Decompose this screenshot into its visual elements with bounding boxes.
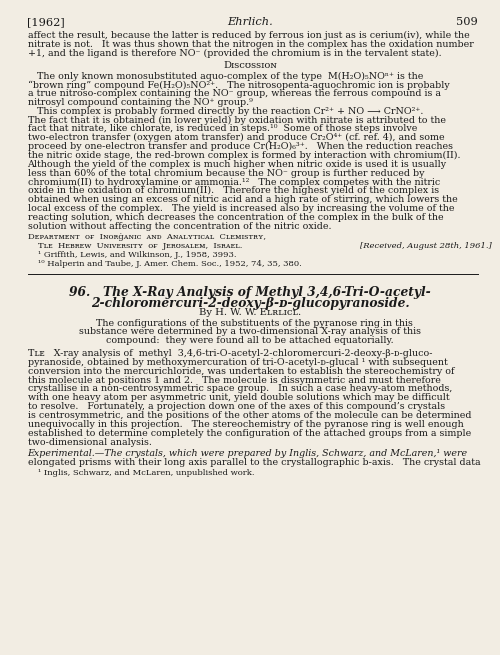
Text: two-dimensional analysis.: two-dimensional analysis. [28,438,152,447]
Text: Dɪscʊssɪoɴ: Dɪscʊssɪoɴ [223,61,277,70]
Text: fact that nitrate, like chlorate, is reduced in steps.¹⁰  Some of those steps in: fact that nitrate, like chlorate, is red… [28,124,417,134]
Text: a true nitroso-complex containing the NO⁻ group, whereas the ferrous compound is: a true nitroso-complex containing the NO… [28,89,440,98]
Text: oxide in the oxidation of chromium(II).   Therefore the highest yield of the com: oxide in the oxidation of chromium(II). … [28,186,438,195]
Text: local excess of the complex.   The yield is increased also by increasing the vol: local excess of the complex. The yield i… [28,204,454,213]
Text: two-electron transfer (oxygen atom transfer) and produce Cr₂O⁴⁺ (cf. ref. 4), an: two-electron transfer (oxygen atom trans… [28,133,444,142]
Text: is centrosymmetric, and the positions of the other atoms of the molecule can be : is centrosymmetric, and the positions of… [28,411,471,420]
Text: The configurations of the substituents of the pyranose ring in this: The configurations of the substituents o… [87,318,413,328]
Text: The fact that it is obtained (in lower yield) by oxidation with nitrate is attri: The fact that it is obtained (in lower y… [28,115,446,124]
Text: +1, and the ligand is therefore NO⁻ (provided the chromium is in the tervalent s: +1, and the ligand is therefore NO⁻ (pro… [28,48,441,58]
Text: the nitric oxide stage, the red-brown complex is formed by interaction with chro: the nitric oxide stage, the red-brown co… [28,151,460,160]
Text: substance were determined by a two-dimensional X-ray analysis of this: substance were determined by a two-dimen… [79,328,421,337]
Text: crystallise in a non-centrosymmetric space group.   In such a case heavy-atom me: crystallise in a non-centrosymmetric spa… [28,384,452,394]
Text: Experimental.—The crystals, which were prepared by Inglis, Schwarz, and McLaren,: Experimental.—The crystals, which were p… [28,449,468,458]
Text: elongated prisms with their long axis parallel to the crystallographic b-axis.  : elongated prisms with their long axis pa… [28,458,480,467]
Text: nitrate is not.   It was thus shown that the nitrogen in the complex has the oxi: nitrate is not. It was thus shown that t… [28,40,473,48]
Text: [Received, August 28th, 1961.]: [Received, August 28th, 1961.] [360,242,492,250]
Text: 96.   The X-Ray Analysis of Methyl 3,4,6-Tri-O-acetyl-: 96. The X-Ray Analysis of Methyl 3,4,6-T… [69,286,431,299]
Text: 509: 509 [456,17,477,28]
Text: 2-chloromercuri-2-deoxy-β-ᴅ-glucopyranoside.: 2-chloromercuri-2-deoxy-β-ᴅ-glucopyranos… [90,297,409,310]
Text: ¹⁰ Halperin and Taube, J. Amer. Chem. Soc., 1952, 74, 35, 380.: ¹⁰ Halperin and Taube, J. Amer. Chem. So… [38,259,301,268]
Text: By H. W. W. Eʟʀʟɪcʟ.: By H. W. W. Eʟʀʟɪcʟ. [199,308,301,317]
Text: conversion into the mercurichloride, was undertaken to establish the stereochemi: conversion into the mercurichloride, was… [28,367,454,376]
Text: “brown ring” compound Fe(H₂O)₅NO²⁺.   The nitrosopenta-aquochromic ion is probab: “brown ring” compound Fe(H₂O)₅NO²⁺. The … [28,80,449,90]
Text: [1962]: [1962] [28,17,65,28]
Text: Tʟᴇ   X-ray analysis of  methyl  3,4,6-tri-O-acetyl-2-chloromercuri-2-deoxy-β-ᴅ-: Tʟᴇ X-ray analysis of methyl 3,4,6-tri-O… [28,349,432,358]
Text: with one heavy atom per asymmetric unit, yield double solutions which may be dif: with one heavy atom per asymmetric unit,… [28,393,449,402]
Text: Dᴇᴘᴀʀᴛᴍᴇɴᴛ  ᴏғ  Iɴᴏʀġᴀɴɪc  ᴀɴᴅ  Aɴᴀʟʏᴛɪcᴀʟ  Cʟᴇᴍɪsᴛʀʏ,: Dᴇᴘᴀʀᴛᴍᴇɴᴛ ᴏғ Iɴᴏʀġᴀɴɪc ᴀɴᴅ Aɴᴀʟʏᴛɪcᴀʟ C… [28,233,266,241]
Text: Although the yield of the complex is much higher when nitric oxide is used it is: Although the yield of the complex is muc… [28,160,446,169]
Text: ¹ Griffith, Lewis, and Wilkinson, J., 1958, 3993.: ¹ Griffith, Lewis, and Wilkinson, J., 19… [38,251,236,259]
Text: This complex is probably formed directly by the reaction Cr²⁺ + NO ⟶ CrNO²⁺.: This complex is probably formed directly… [28,107,423,116]
Text: unequivocally in this projection.   The stereochemistry of the pyranose ring is : unequivocally in this projection. The st… [28,420,463,429]
Text: solution without affecting the concentration of the nitric oxide.: solution without affecting the concentra… [28,221,331,231]
Text: pyranoside, obtained by methoxymercuration of tri-O-acetyl-ᴅ-glucal ¹ with subse: pyranoside, obtained by methoxymercurati… [28,358,448,367]
Text: affect the result, because the latter is reduced by ferrous ion just as is ceriu: affect the result, because the latter is… [28,31,469,40]
Text: compound:  they were found all to be attached equatorially.: compound: they were found all to be atta… [106,336,394,345]
Text: less than 60% of the total chromium because the NO⁻ group is further reduced by: less than 60% of the total chromium beca… [28,168,424,178]
Text: to resolve.   Fortunately, a projection down one of the axes of this compound’s : to resolve. Fortunately, a projection do… [28,402,444,411]
Text: Tʟᴇ  Hᴇʙʀᴇᴡ  Uɴɪᴠᴇʀsɪᴛʏ  ᴏғ  Jᴇʀʊsᴀʟᴇᴍ,  Isʀᴀᴇʟ.: Tʟᴇ Hᴇʙʀᴇᴡ Uɴɪᴠᴇʀsɪᴛʏ ᴏғ Jᴇʀʊsᴀʟᴇᴍ, Isʀᴀ… [38,242,242,250]
Text: nitrosyl compound containing the NO⁺ group.⁹: nitrosyl compound containing the NO⁺ gro… [28,98,252,107]
Text: Ehrlich.: Ehrlich. [227,17,273,28]
Text: ¹ Inglis, Schwarz, and McLaren, unpublished work.: ¹ Inglis, Schwarz, and McLaren, unpublis… [38,468,254,477]
Text: established to determine completely the configuration of the attached groups fro: established to determine completely the … [28,428,471,438]
Text: this molecule at positions 1 and 2.   The molecule is dissymmetric and must ther: this molecule at positions 1 and 2. The … [28,375,440,384]
Text: proceed by one-electron transfer and produce Cr(H₂O)₆³⁺.   When the reduction re: proceed by one-electron transfer and pro… [28,142,452,151]
Text: reacting solution, which decreases the concentration of the complex in the bulk : reacting solution, which decreases the c… [28,213,443,222]
Text: chromium(II) to hydroxylamine or ammonia.¹²   The complex competes with the nitr: chromium(II) to hydroxylamine or ammonia… [28,178,440,187]
Text: The only known monosubstituted aquo-complex of the type  M(H₂O)₅NOⁿ⁺ is the: The only known monosubstituted aquo-comp… [28,71,423,81]
Text: obtained when using an excess of nitric acid and a high rate of stirring, which : obtained when using an excess of nitric … [28,195,457,204]
